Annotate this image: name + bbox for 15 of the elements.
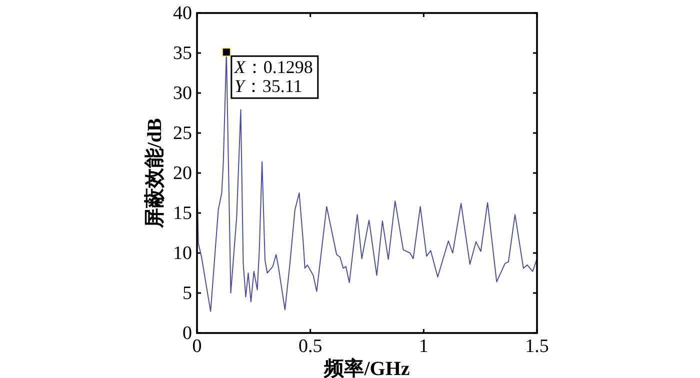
- y-tick-label: 5: [182, 283, 192, 304]
- y-tick-label: 40: [173, 3, 192, 24]
- y-tick-label: 25: [173, 123, 192, 144]
- y-tick-label: 35: [173, 43, 192, 64]
- y-tick-label: 20: [173, 163, 192, 184]
- y-tick-label: 0: [182, 323, 192, 344]
- annotation: X：0.1298 Y：35.11: [233, 57, 313, 96]
- y-tick-label: 10: [173, 243, 192, 264]
- y-tick-label: 30: [173, 83, 192, 104]
- y-axis-title: 屏蔽效能/dB: [143, 118, 166, 230]
- datatip: X：0.1298 Y：35.11: [230, 55, 319, 99]
- x-tick-label: 1: [418, 336, 428, 357]
- x-tick-label: 1.5: [525, 336, 549, 357]
- x-tick-label: 0.5: [298, 336, 322, 357]
- y-tick-label: 15: [173, 203, 192, 224]
